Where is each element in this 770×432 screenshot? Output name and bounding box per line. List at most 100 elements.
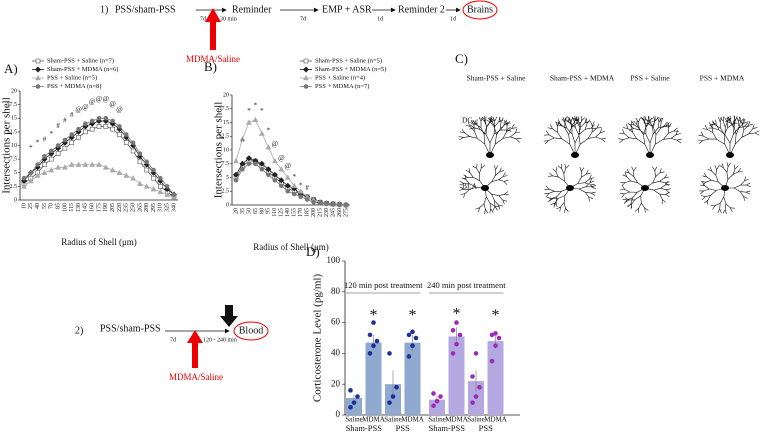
data-point [374, 338, 380, 344]
marker [123, 172, 130, 178]
dendrite [543, 115, 607, 156]
x-tick-label: 190 [103, 203, 109, 212]
marker [103, 115, 109, 121]
legend-marker [35, 74, 41, 81]
x-tick-label: MDMA [484, 416, 507, 424]
marker [130, 175, 136, 181]
marker [48, 166, 55, 173]
significance: @ [82, 103, 89, 111]
x-tick-label: 265 [137, 203, 143, 212]
marker [298, 194, 304, 200]
interval: 1d [450, 16, 456, 22]
marker [123, 140, 129, 146]
significance: * [36, 138, 40, 146]
marker [130, 148, 136, 154]
timepoint-label: 240 min post treatment [427, 280, 506, 290]
x-tick-label: 140 [285, 208, 291, 217]
data-point [367, 332, 373, 338]
significance: * [299, 181, 303, 189]
protocol-2: 2) PSS/sham-PSS 7d 120 - 240 min MDMA/Sa… [75, 305, 269, 382]
legend-label: Sham-PSS + Saline (n=7) [47, 57, 114, 64]
marker [311, 199, 316, 205]
group-label: PSS + Saline [630, 74, 670, 83]
marker [75, 161, 82, 167]
marker [42, 162, 47, 167]
soma [566, 185, 574, 191]
y-tick-label: 2.5 [10, 184, 18, 190]
x-tick-label: 85 [55, 203, 61, 209]
panel-c: Sham-PSS + Saline Sham-PSS + MDMA PSS + … [462, 74, 745, 191]
dendrite [544, 163, 596, 213]
data-point [355, 394, 360, 399]
y-tick-label: 7.5 [10, 157, 18, 163]
x-tick-label: 145 [83, 203, 89, 212]
marker [117, 132, 122, 137]
outcome-circle [462, 0, 498, 20]
soma [641, 185, 649, 191]
panel-label: D) [306, 244, 320, 259]
marker [266, 172, 271, 178]
y-axis-label: Corticosterone Level (pg/ml) [312, 274, 324, 403]
y-tick-label: 15 [223, 120, 229, 126]
legend-label: PSS + Saline (n=4) [315, 74, 365, 81]
marker [55, 164, 61, 170]
group-label: PSS [479, 423, 493, 432]
y-tick-label: 0 [226, 202, 229, 208]
x-tick-label: 115 [69, 203, 75, 212]
marker [144, 159, 150, 165]
group-label: Sham-PSS + Saline [467, 74, 526, 83]
marker [48, 148, 54, 154]
marker [164, 191, 171, 197]
legend-label: Sham-PSS + MDMA (n=5) [315, 66, 386, 73]
data-point [406, 332, 412, 338]
marker [164, 184, 170, 189]
data-point [406, 354, 412, 359]
step: PSS/sham-PSS [115, 4, 176, 15]
group-label: Sham-PSS [346, 423, 383, 432]
significance: * [292, 173, 296, 181]
data-point [351, 400, 357, 405]
marker [330, 202, 336, 207]
x-tick-label: 230 [324, 208, 330, 217]
x-tick-label: 260 [337, 208, 343, 217]
protocol-number: 2) [75, 325, 83, 336]
marker [252, 116, 259, 123]
significance: @ [89, 98, 96, 106]
data-point [394, 384, 399, 390]
y-tick-label: 20 [331, 378, 341, 388]
y-tick-label: 60 [331, 317, 341, 327]
marker [151, 175, 156, 181]
x-tick-label: Saline [467, 416, 485, 424]
data-point [387, 400, 392, 405]
soma [721, 185, 729, 191]
group-label: Sham-PSS [429, 423, 466, 432]
data-point [413, 335, 419, 341]
x-tick-label: 245 [330, 208, 336, 217]
x-tick-label: 280 [144, 203, 150, 212]
marker [76, 135, 81, 140]
panel-label: A) [4, 61, 18, 76]
y-axis-label: Intersections per shell [213, 102, 225, 199]
data-point [431, 403, 436, 409]
x-tick-label: 200 [311, 208, 317, 217]
significance: * [492, 307, 500, 324]
marker [89, 126, 95, 132]
significance: * [453, 305, 461, 322]
x-axis-label: Radius of Shell (μm) [61, 237, 137, 247]
marker [284, 182, 291, 189]
marker [239, 135, 246, 142]
bar [365, 342, 382, 415]
data-point [348, 405, 353, 410]
x-tick-label: 95 [266, 208, 272, 214]
legend-label: PSS + MDMA (n=8) [47, 83, 101, 90]
significance: * [247, 107, 251, 115]
y-tick-label: 7.5 [222, 161, 230, 167]
data-point [367, 351, 373, 356]
interval: 1d [377, 16, 383, 22]
x-tick-label: Saline [384, 416, 402, 424]
treatment: MDMA/Saline [186, 54, 240, 64]
significance: * [370, 307, 378, 324]
series-line [235, 160, 347, 206]
dendrite [619, 166, 671, 213]
y-tick-label: 15 [11, 116, 17, 122]
